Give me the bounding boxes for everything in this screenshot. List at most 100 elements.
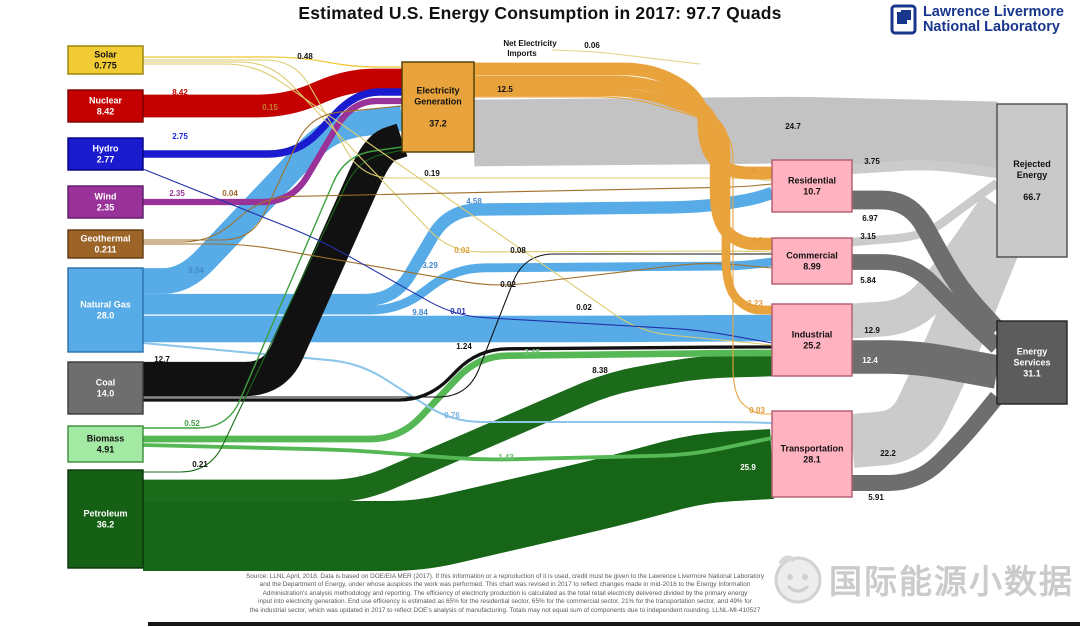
node-label-electricity: Electricity xyxy=(416,86,459,96)
node-nuclear xyxy=(67,89,144,123)
node-coal xyxy=(67,361,144,415)
flow-label-res-services: 6.97 xyxy=(862,214,878,223)
flow-label-hydro-elec: 2.75 xyxy=(172,132,188,141)
node-transportation xyxy=(771,410,853,498)
llnl-logo-text: Lawrence Livermore National Laboratory xyxy=(923,5,1064,35)
flow-res-services xyxy=(852,190,1004,337)
flow-label-elec-ind: 3.23 xyxy=(747,299,763,308)
node-geothermal xyxy=(67,229,144,259)
flow-label-trans-rejected: 22.2 xyxy=(880,449,896,458)
flow-ng-trans xyxy=(142,341,773,425)
footnote-line: Administration's analysis methodology an… xyxy=(262,589,748,597)
node-label-rejected: Energy xyxy=(1017,170,1048,180)
flow-label-nuclear-elec: 8.42 xyxy=(172,88,188,97)
llnl-logo-line1: Lawrence Livermore xyxy=(922,4,1064,20)
node-label-wind: 2.35 xyxy=(97,203,115,213)
footnote-line: the industrial sector, which was updated… xyxy=(249,606,761,614)
source-footnote: Source: LLNL April, 2018. Data is based … xyxy=(195,573,815,615)
llnl-logo-icon xyxy=(890,4,917,35)
text-net-imports-line2: Imports xyxy=(507,49,537,58)
flow-comm-rejected xyxy=(851,179,1000,247)
bottom-border-line xyxy=(148,622,1080,626)
node-label-natural_gas: Natural Gas xyxy=(80,300,131,310)
node-label-industrial: Industrial xyxy=(792,330,833,340)
flow-label-solar-ind: 0.02 xyxy=(576,303,592,312)
node-label-biomass: 4.91 xyxy=(97,445,115,455)
flow-solar-ind xyxy=(143,63,773,346)
flow-elec-comm xyxy=(474,75,772,251)
node-label-natural_gas: 28.0 xyxy=(97,311,115,321)
node-label-rejected: Rejected xyxy=(1013,159,1051,169)
flow-label-solar-elec: 0.48 xyxy=(297,52,313,61)
node-label-hydro: 2.77 xyxy=(97,155,115,165)
text-electricity-delivered: 12.5 xyxy=(497,85,513,94)
flow-coal-comm xyxy=(143,253,772,398)
flow-label-bio-trans: 1.43 xyxy=(498,453,514,462)
node-wind xyxy=(67,185,144,219)
flow-ng-res xyxy=(143,187,774,307)
node-label-geothermal: 0.211 xyxy=(94,245,116,255)
flow-label-solar-comm: 0.02 xyxy=(454,246,470,255)
node-commercial xyxy=(771,237,853,285)
node-label-services: Energy xyxy=(1017,347,1048,357)
node-label-petroleum: 36.2 xyxy=(97,520,115,530)
flow-label-elec-trans: 0.03 xyxy=(749,406,765,415)
node-label-transportation: Transportation xyxy=(780,444,843,454)
flow-label-bio-ind: 2.48 xyxy=(524,348,540,357)
flow-label-ng-ind: 9.84 xyxy=(412,308,428,317)
node-label-transportation: 28.1 xyxy=(803,455,821,465)
flow-bio-elec xyxy=(143,146,403,429)
page-title: Estimated U.S. Energy Consumption in 201… xyxy=(298,3,782,23)
flow-coal-elec xyxy=(143,123,408,397)
node-label-solar: 0.775 xyxy=(94,61,117,71)
node-electricity xyxy=(401,61,475,153)
flow-label-pet-trans: 25.9 xyxy=(740,463,756,472)
flow-elec-rejected xyxy=(473,96,998,169)
flow-label-wind-elec: 2.35 xyxy=(169,189,185,198)
footnote-line: input into electricity generation. End u… xyxy=(258,598,752,606)
flow-label-coal-elec: 12.7 xyxy=(154,355,170,364)
text-net-imports-line1: Net Electricity xyxy=(503,39,557,48)
footnote-line: Source: LLNL April, 2018. Data is based … xyxy=(245,573,765,580)
text-net-imports-value: 0.06 xyxy=(584,41,600,50)
flow-label-pet-ind: 8.38 xyxy=(592,366,608,375)
flow-geo-elec xyxy=(143,105,403,241)
flow-label-geo-res: 0.04 xyxy=(222,189,238,198)
flow-label-ng-trans: 0.76 xyxy=(444,411,460,420)
watermark-text: 国际能源小数据 xyxy=(829,562,1074,601)
llnl-logo-line2: National Laboratory xyxy=(922,19,1060,35)
flow-label-elec-res: 4.7 xyxy=(751,166,763,175)
flow-wind-elec xyxy=(143,97,402,206)
flow-label-coal-ind: 1.24 xyxy=(456,342,472,351)
node-label-services: Services xyxy=(1013,358,1050,368)
flow-label-ind-services: 12.4 xyxy=(862,356,878,365)
flow-pet-ind xyxy=(143,353,773,503)
node-label-electricity: Generation xyxy=(414,97,462,107)
node-label-nuclear: 8.42 xyxy=(97,107,115,117)
node-label-wind: Wind xyxy=(95,192,117,202)
llnl-logo: Lawrence Livermore National Laboratory xyxy=(890,4,1064,36)
flow-geo-comm xyxy=(143,243,773,286)
flow-elec-trans xyxy=(474,96,772,415)
flow-label-ng-elec: 9.54 xyxy=(188,266,204,275)
flow-label-comm-rejected: 3.15 xyxy=(860,232,876,241)
flow-pet-trans xyxy=(143,429,774,571)
flow-label-ng-res: 4.58 xyxy=(466,197,482,206)
flow-label-comm-services: 5.84 xyxy=(860,276,876,285)
flow-label-pet-elec: 0.21 xyxy=(192,460,208,469)
node-natural_gas xyxy=(67,267,144,353)
node-residential xyxy=(771,159,853,213)
node-petroleum xyxy=(67,469,144,569)
node-label-industrial: 25.2 xyxy=(803,341,821,351)
node-label-services: 31.1 xyxy=(1023,369,1041,379)
flow-label-geo-comm: 0.02 xyxy=(500,280,516,289)
flow-label-geo-elec: 0.15 xyxy=(262,103,278,112)
flow-coal-ind xyxy=(143,345,772,402)
flow-label-elec-rejected: 24.7 xyxy=(785,122,801,131)
node-label-solar: Solar xyxy=(94,50,117,60)
flow-label-trans-services: 5.91 xyxy=(868,493,884,502)
flow-solar-elec xyxy=(143,56,402,68)
node-label-geothermal: Geothermal xyxy=(80,234,130,244)
